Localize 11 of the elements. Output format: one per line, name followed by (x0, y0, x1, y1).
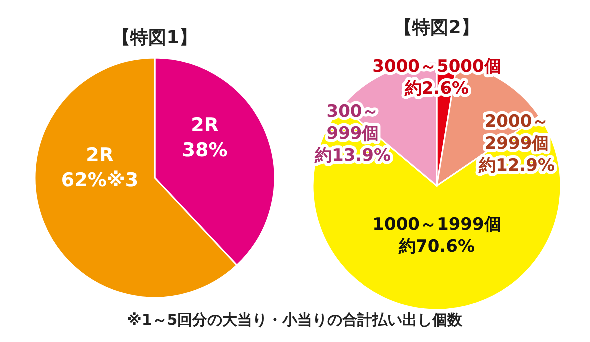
text: ※1～5回分の大当り・小当りの合計払い出し個数 (127, 311, 464, 329)
slice-label: 2R (86, 144, 114, 167)
data-label: 約12.9% (478, 156, 555, 176)
data-label: 62%※3 (61, 169, 139, 192)
data-label: 38% (182, 139, 228, 162)
chart-title: 【特図2】 (394, 18, 480, 38)
chart-title: 【特図1】 (112, 28, 198, 48)
slice-label: 2R (191, 114, 220, 137)
data-label: 約70.6% (398, 237, 475, 258)
slice-label: 3000～5000個 (372, 56, 502, 77)
slice-label: 1000～1999個 (372, 214, 502, 235)
